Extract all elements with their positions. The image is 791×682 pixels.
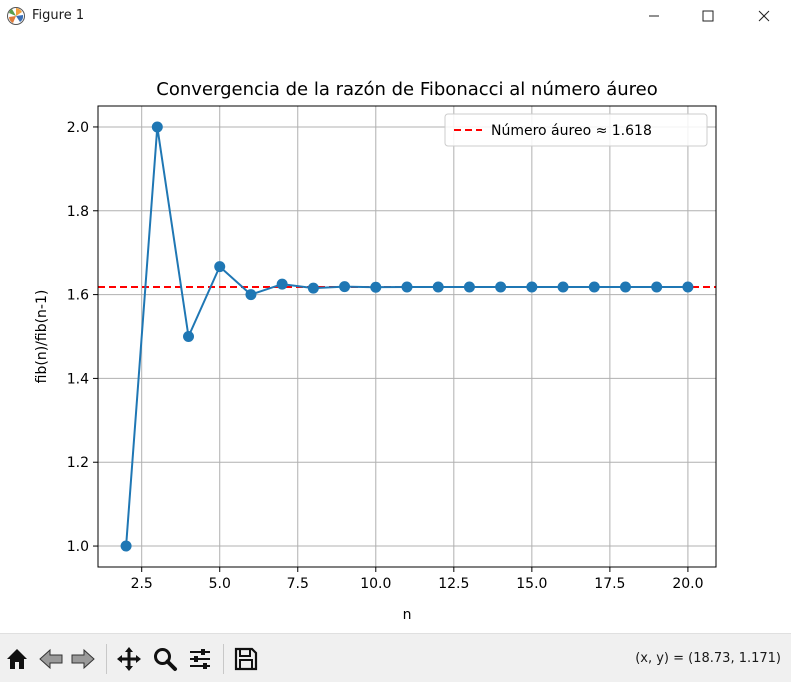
data-point (370, 281, 382, 293)
figure-canvas[interactable]: 2.5 5.0 7.5 10.0 12.5 15.0 17.5 20.0 1.0 1.2 1.4 1.… (0, 32, 791, 633)
window-title: Figure 1 (32, 8, 85, 23)
x-tick-label: 15.0 (516, 576, 547, 592)
x-tick-label: 2.5 (131, 576, 153, 592)
configure-subplots-button[interactable] (185, 644, 215, 674)
home-button[interactable] (2, 644, 32, 674)
minimize-button[interactable] (631, 0, 677, 32)
toolbar-separator (223, 644, 224, 674)
data-point (432, 281, 444, 293)
zoom-button[interactable] (150, 644, 180, 674)
cursor-coordinates: (x, y) = (18.73, 1.171) (635, 651, 781, 666)
toolbar-separator (106, 644, 107, 674)
data-point (339, 281, 351, 293)
close-button[interactable] (741, 0, 787, 32)
back-icon (39, 648, 63, 670)
save-button[interactable] (231, 644, 261, 674)
y-tick-label: 1.6 (67, 288, 89, 304)
home-icon (7, 649, 27, 669)
data-point (619, 281, 631, 293)
data-point (557, 281, 569, 293)
x-tick-label: 10.0 (360, 576, 391, 592)
maximize-icon (702, 10, 714, 22)
y-tick-label: 1.0 (67, 539, 89, 555)
x-tick-label: 12.5 (438, 576, 469, 592)
data-point (463, 281, 475, 293)
axes-frame (97, 105, 717, 568)
y-tick-label: 2.0 (67, 120, 89, 136)
minimize-icon (649, 15, 659, 17)
window-titlebar: Figure 1 (0, 0, 791, 32)
x-tick-label: 5.0 (209, 576, 231, 592)
matplotlib-icon (7, 7, 25, 25)
forward-icon (71, 648, 95, 670)
configure-subplots-icon (190, 649, 210, 669)
save-icon (234, 647, 258, 671)
data-point (183, 331, 195, 342)
x-tick-label: 7.5 (287, 576, 309, 592)
y-tick-label: 1.2 (67, 455, 89, 471)
data-point (651, 281, 663, 293)
data-point (214, 261, 226, 273)
pan-icon (117, 647, 141, 671)
data-point (307, 282, 319, 294)
y-axis-label: fib(n)/fib(n-1) (34, 290, 50, 384)
legend-box (444, 113, 708, 147)
close-icon (758, 10, 770, 22)
x-axis-label: n (403, 607, 412, 623)
data-point (245, 289, 257, 301)
y-tick-label: 1.8 (67, 204, 89, 220)
data-point (526, 281, 538, 293)
x-tick-label: 20.0 (672, 576, 703, 592)
data-point (401, 281, 413, 293)
navigation-toolbar: (x, y) = (18.73, 1.171) (0, 633, 791, 682)
data-point (682, 281, 694, 293)
chart-title: Convergencia de la razón de Fibonacci al… (156, 79, 657, 100)
zoom-icon (154, 648, 177, 671)
maximize-button[interactable] (685, 0, 731, 32)
data-point (588, 281, 600, 293)
data-point (151, 121, 163, 133)
forward-button[interactable] (68, 644, 98, 674)
y-tick-label: 1.4 (67, 371, 89, 387)
data-point (120, 540, 132, 552)
chart: 2.5 5.0 7.5 10.0 12.5 15.0 17.5 20.0 1.0 1.2 1.4 1.… (34, 79, 717, 623)
pan-button[interactable] (114, 644, 144, 674)
data-point (495, 281, 507, 293)
plot-area (98, 106, 716, 567)
back-button[interactable] (36, 644, 66, 674)
legend-label: Número áureo ≈ 1.618 (491, 123, 652, 139)
x-tick-label: 17.5 (594, 576, 625, 592)
data-point (276, 278, 288, 290)
